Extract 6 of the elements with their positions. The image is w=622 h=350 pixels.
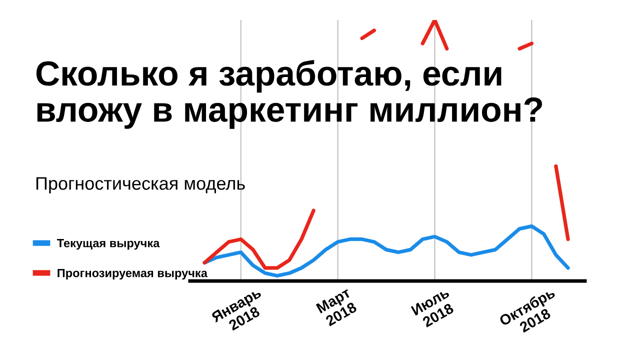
- legend-label: Текущая выручка: [57, 239, 160, 250]
- text: Сколько я заработаю, если вложу в маркетинг миллион?: [36, 60, 542, 129]
- x-tick-label: Июль 2018: [410, 287, 454, 328]
- legend-label: Прогнозируемая выручка: [58, 268, 208, 280]
- text: Прогностическая модель: [36, 177, 245, 194]
- x-tick-label: Март 2018: [316, 287, 358, 326]
